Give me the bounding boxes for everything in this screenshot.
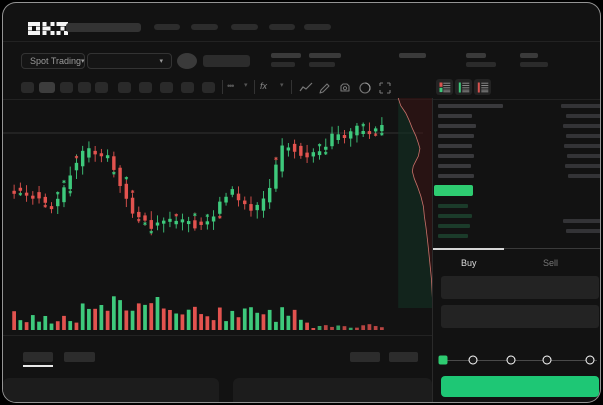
svg-text:✱: ✱: [374, 132, 378, 138]
svg-text:✱: ✱: [112, 171, 116, 177]
svg-text:✱: ✱: [149, 230, 153, 236]
svg-text:✱: ✱: [174, 213, 178, 219]
svg-text:✱: ✱: [361, 123, 365, 129]
svg-text:✱: ✱: [193, 212, 197, 218]
svg-text:✱: ✱: [124, 176, 128, 182]
svg-text:✱: ✱: [18, 192, 22, 198]
svg-text:✱: ✱: [218, 215, 222, 221]
svg-text:✱: ✱: [324, 151, 328, 157]
svg-text:✱: ✱: [205, 213, 209, 219]
svg-text:✱: ✱: [274, 157, 278, 163]
svg-text:✱: ✱: [137, 218, 141, 224]
svg-text:✱: ✱: [43, 204, 47, 210]
svg-text:✱: ✱: [317, 143, 321, 149]
svg-text:✱: ✱: [56, 191, 60, 197]
svg-text:✱: ✱: [68, 190, 72, 196]
svg-text:✱: ✱: [62, 179, 66, 185]
svg-text:✱: ✱: [130, 190, 134, 196]
svg-text:✱: ✱: [74, 155, 78, 161]
svg-text:✱: ✱: [143, 222, 147, 228]
svg-text:✱: ✱: [380, 132, 384, 138]
